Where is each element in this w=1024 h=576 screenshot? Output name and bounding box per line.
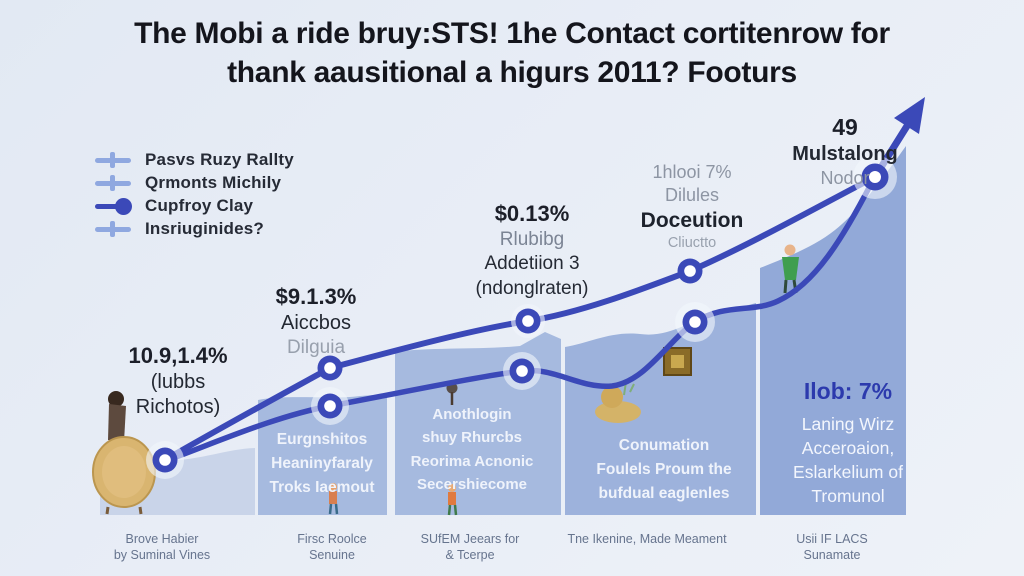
band4-caption: Conumation Foulels Proum the bufdual eag… xyxy=(596,437,732,503)
band-4 xyxy=(565,303,756,515)
legend-label: Insriuginides? xyxy=(145,218,264,238)
annotation-point5: 49 Mulstalong Nodor xyxy=(792,114,898,188)
band3-caption: Anothlogin shuy Rhurcbs Reorima Acnonic … xyxy=(410,406,534,493)
legend-label: Qrmonts Michily xyxy=(145,172,282,192)
legend-label: Pasvs Ruzy Rallty xyxy=(145,149,294,169)
annotation-value: 10.9,1.4% xyxy=(128,343,228,368)
annotation-band5: Ilob: 7% Laning Wirz Acceroaion, Eslarke… xyxy=(793,378,903,507)
annotation-value: $0.13% xyxy=(494,201,570,226)
legend-item: Cupfroy Clay xyxy=(95,194,294,217)
band2-caption: Eurgnshitos Heaninyfaraly Troks Iaemout xyxy=(269,431,375,497)
annotation-value: Ilob: 7% xyxy=(803,378,893,404)
x-axis-label-2: Firsc Roolce Senuine xyxy=(297,532,367,563)
legend-item: Qrmonts Michily xyxy=(95,171,294,194)
annotation-value: 49 xyxy=(832,114,858,140)
tiny-person-orange-illustration xyxy=(328,483,339,515)
x-axis-label-1: Brove Habier by Suminal Vines xyxy=(113,532,211,563)
annotation-point2: $9.1.3% Aiccbos Dilguia xyxy=(275,284,357,358)
annotation-value: $9.1.3% xyxy=(275,284,357,309)
plus-line-marker-icon xyxy=(95,174,133,192)
tiny-person-band3-illustration xyxy=(447,484,458,516)
annotation-point4: 1hlooi 7% Dilules Doceution Cliuctto xyxy=(640,162,744,252)
band-2 xyxy=(258,394,387,515)
x-axis-label-3: SUfEM Jeears for & Tcerpe xyxy=(420,532,520,563)
plus-line-marker-icon xyxy=(95,220,133,238)
annotation-point3: $0.13% Rlubibg Addetiion 3 (ndonglraten) xyxy=(475,201,589,299)
legend: Pasvs Ruzy Rallty Qrmonts Michily Cupfro… xyxy=(95,148,294,240)
legend-item: Insriuginides? xyxy=(95,217,294,240)
x-axis-label-4: Tne Ikenine, Made Meament xyxy=(567,532,727,546)
data-point-markers xyxy=(152,163,889,473)
annotation-point1: 10.9,1.4% (lubbs Richotos) xyxy=(128,343,228,418)
chart-title-line2: thank aausitional a higurs 2011? Footurs xyxy=(227,56,797,89)
chart-title: The Mobi a ride bruy:STS! 1he Contact co… xyxy=(0,14,1024,92)
person-head xyxy=(108,391,124,407)
legend-item: Pasvs Ruzy Rallty xyxy=(95,148,294,171)
circle-line-marker-icon xyxy=(95,197,133,215)
plus-line-marker-icon xyxy=(95,151,133,169)
gold-plaque-icon xyxy=(663,347,692,376)
band-5 xyxy=(760,146,906,515)
legend-label: Cupfroy Clay xyxy=(145,195,254,215)
chart-title-line1: The Mobi a ride bruy:STS! 1he Contact co… xyxy=(134,17,890,50)
x-axis-label-5: Usii IF LACS Sunamate xyxy=(796,532,868,563)
person-with-coin-illustration xyxy=(92,391,156,515)
